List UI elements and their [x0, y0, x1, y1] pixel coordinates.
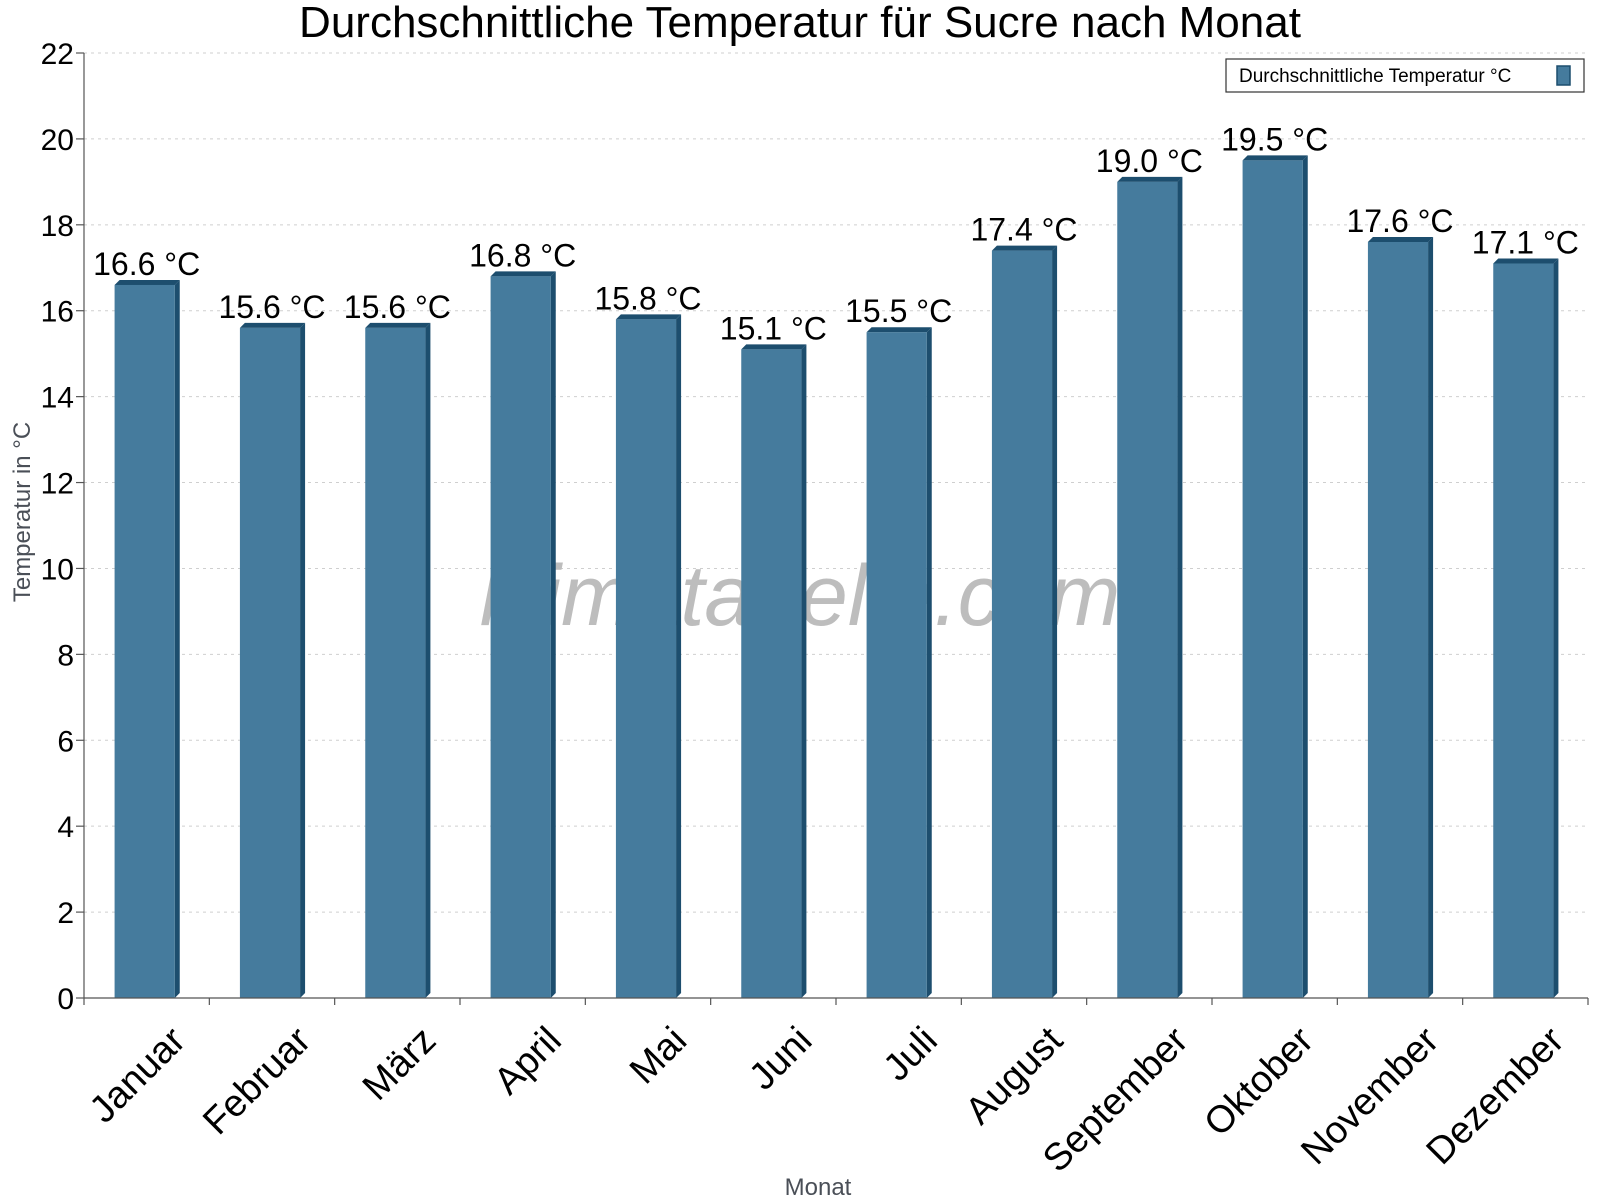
data-label: 17.4 °C — [970, 212, 1077, 248]
bar-8 — [991, 245, 1058, 998]
bar-front-face — [239, 327, 301, 999]
bar-3 — [365, 322, 431, 999]
y-tick-label: 6 — [57, 725, 74, 758]
bar-7 — [866, 327, 932, 998]
y-tick-label: 10 — [41, 553, 74, 586]
bar-front-face — [1242, 160, 1303, 999]
y-tick-label: 14 — [41, 382, 74, 415]
bar-front-face — [991, 250, 1053, 998]
data-label: 19.0 °C — [1096, 143, 1203, 179]
x-tick-label: Januar — [82, 1019, 194, 1131]
data-label: 19.5 °C — [1221, 121, 1328, 157]
bar-front-face — [114, 284, 175, 998]
bar-front-face — [741, 349, 802, 998]
legend-label: Durchschnittliche Temperatur °C — [1239, 66, 1511, 87]
chart-title: Durchschnittliche Temperatur für Sucre n… — [299, 0, 1301, 47]
bar-side-face — [1302, 155, 1308, 999]
data-label: 16.8 °C — [469, 237, 576, 273]
y-tick-label: 2 — [57, 897, 74, 930]
bar-side-face — [1177, 176, 1183, 998]
bar-side-face — [425, 322, 431, 999]
x-tick-label: Februar — [195, 1019, 319, 1143]
data-label: 15.6 °C — [344, 289, 451, 325]
y-axis-label: Temperatur in °C — [9, 422, 36, 602]
bar-top-face — [114, 279, 180, 285]
bar-front-face — [1367, 242, 1429, 998]
bar-side-face — [1553, 258, 1559, 998]
bars-group: 16.6 °C 15.6 °C 15.6 °C 16.8 °C 15.8 °C 15.1 … — [93, 121, 1579, 999]
data-label: 17.6 °C — [1346, 203, 1453, 239]
bar-5 — [615, 314, 682, 998]
y-tick-label: 16 — [41, 296, 74, 329]
bar-2 — [239, 322, 306, 999]
bar-4 — [490, 271, 556, 998]
bar-side-face — [174, 279, 180, 998]
x-tick-label: Mai — [622, 1019, 695, 1092]
data-label: 15.8 °C — [594, 280, 701, 316]
y-tick-label: 4 — [57, 811, 74, 844]
bar-front-face — [1493, 263, 1554, 998]
bar-9 — [1117, 176, 1183, 998]
legend-box — [1225, 58, 1585, 93]
bar-top-face — [365, 322, 431, 328]
data-label: 15.5 °C — [845, 293, 952, 329]
y-tick-label: 0 — [57, 983, 74, 1016]
y-tick-label: 22 — [41, 38, 74, 71]
legend-swatch — [1556, 65, 1571, 86]
bar-top-face — [1117, 176, 1183, 182]
bar-front-face — [365, 327, 426, 999]
bar-front-face — [1117, 181, 1178, 998]
bar-top-face — [991, 245, 1058, 251]
bar-12 — [1493, 258, 1559, 998]
bar-1 — [114, 279, 180, 998]
x-tick-label: Juni — [741, 1019, 820, 1098]
bar-11 — [1367, 237, 1434, 998]
data-label: 16.6 °C — [93, 246, 200, 282]
bar-front-face — [866, 332, 927, 998]
data-label: 17.1 °C — [1472, 224, 1579, 260]
bar-top-face — [741, 344, 807, 350]
bar-side-face — [1052, 245, 1058, 998]
bar-side-face — [550, 271, 556, 998]
x-tick-label: Juli — [876, 1019, 946, 1089]
x-axis-label: Monat — [785, 1174, 852, 1200]
bar-side-face — [676, 314, 682, 998]
x-tick-label: April — [486, 1019, 569, 1102]
legend: Durchschnittliche Temperatur °C — [1225, 58, 1585, 93]
bar-top-face — [866, 327, 932, 333]
bar-top-face — [1367, 237, 1434, 242]
data-label: 15.1 °C — [720, 310, 827, 346]
y-tick-label: 20 — [41, 124, 74, 157]
y-tick-label: 8 — [57, 639, 74, 672]
x-tick-label: März — [355, 1019, 444, 1108]
x-tick-label: August — [958, 1019, 1072, 1133]
bar-top-face — [1242, 155, 1308, 161]
bar-side-face — [926, 327, 932, 998]
bar-side-face — [1428, 237, 1434, 998]
bar-top-face — [615, 314, 682, 320]
bar-10 — [1242, 155, 1308, 999]
bar-top-face — [239, 322, 306, 328]
bar-front-face — [490, 276, 551, 998]
bar-6 — [741, 344, 807, 998]
bar-top-face — [490, 271, 556, 277]
bar-side-face — [300, 322, 306, 999]
x-tick-label: Dezember — [1419, 1019, 1573, 1173]
bar-top-face — [1493, 258, 1559, 264]
data-label: 15.6 °C — [218, 289, 325, 325]
y-tick-label: 18 — [41, 210, 74, 243]
y-tick-label: 12 — [41, 468, 74, 501]
bar-front-face — [615, 319, 677, 998]
bar-side-face — [801, 344, 807, 998]
grid-lines — [84, 52, 1588, 913]
x-tick-label: Oktober — [1196, 1019, 1322, 1145]
